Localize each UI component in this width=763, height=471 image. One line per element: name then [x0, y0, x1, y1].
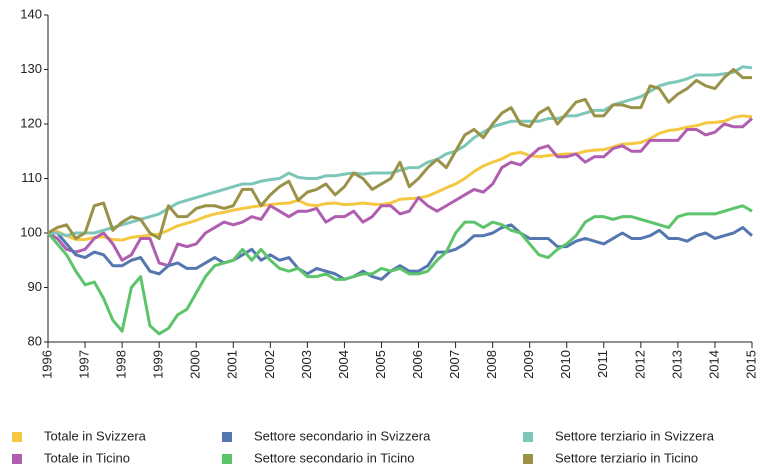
x-tick-label: 2009 [521, 350, 536, 379]
legend-swatch [222, 432, 232, 442]
x-tick-label: 2006 [410, 350, 425, 379]
series-line [48, 65, 753, 238]
legend-swatch [12, 432, 22, 442]
x-tick-label: 1996 [39, 350, 54, 379]
y-tick-label: 110 [21, 170, 42, 185]
y-tick-label: 100 [20, 224, 42, 239]
x-tick-label: 2010 [558, 350, 573, 379]
y-tick-label: 140 [20, 6, 42, 21]
series-line [48, 223, 753, 281]
x-tick-label: 2014 [706, 350, 721, 379]
legend-swatch [523, 432, 533, 442]
x-tick-label: 2004 [336, 350, 351, 379]
x-tick-label: 2013 [669, 350, 684, 379]
x-tick-label: 1997 [76, 350, 91, 379]
series-line [47, 114, 753, 242]
x-tick-label: 2001 [225, 350, 240, 379]
x-tick-label: 2012 [632, 350, 647, 379]
x-tick-label: 2002 [262, 350, 277, 379]
x-tick-label: 1999 [151, 350, 166, 379]
legend-swatch [12, 454, 22, 464]
legend-label: Totale in Ticino [44, 450, 130, 465]
x-tick-label: 2007 [447, 350, 462, 379]
series-line [47, 117, 753, 268]
x-tick-label: 2000 [188, 350, 203, 379]
x-tick-label: 2003 [299, 350, 314, 379]
legend-label: Totale in Svizzera [44, 428, 147, 443]
x-tick-label: 2011 [595, 350, 610, 378]
y-tick-label: 130 [20, 61, 42, 76]
legend-label: Settore terziario in Ticino [555, 450, 698, 465]
series-line [46, 204, 753, 336]
legend-label: Settore terziario in Svizzera [555, 428, 715, 443]
x-tick-label: 2008 [484, 350, 499, 379]
legend-swatch [222, 454, 232, 464]
legend-label: Settore secondario in Svizzera [254, 428, 431, 443]
x-tick-label: 2015 [743, 350, 758, 379]
x-tick-label: 1998 [114, 350, 129, 379]
y-tick-label: 80 [28, 333, 42, 348]
legend-swatch [523, 454, 533, 464]
y-tick-label: 90 [28, 279, 42, 294]
y-tick-label: 120 [20, 115, 42, 130]
legend-label: Settore secondario in Ticino [254, 450, 414, 465]
x-tick-label: 2005 [373, 350, 388, 379]
series-line [47, 68, 752, 240]
